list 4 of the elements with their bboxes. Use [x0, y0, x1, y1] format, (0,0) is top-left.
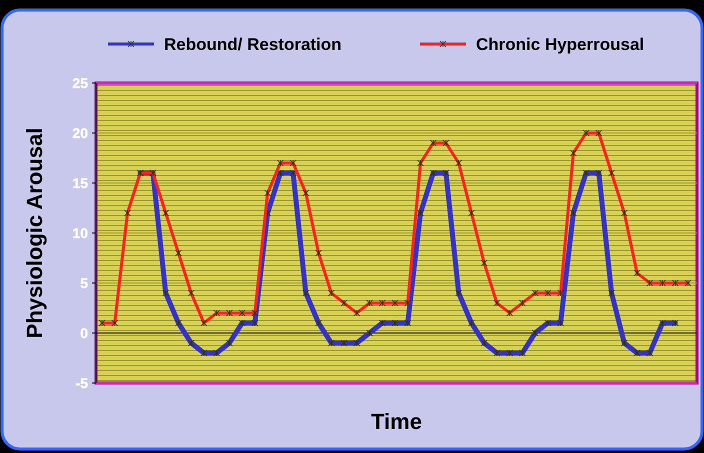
legend-label: Chronic Hyperrousal — [476, 34, 644, 54]
y-axis-title: Physiologic Arousal — [22, 128, 47, 338]
x-axis-title: Time — [371, 409, 422, 434]
legend-label: Rebound/ Restoration — [164, 34, 342, 54]
